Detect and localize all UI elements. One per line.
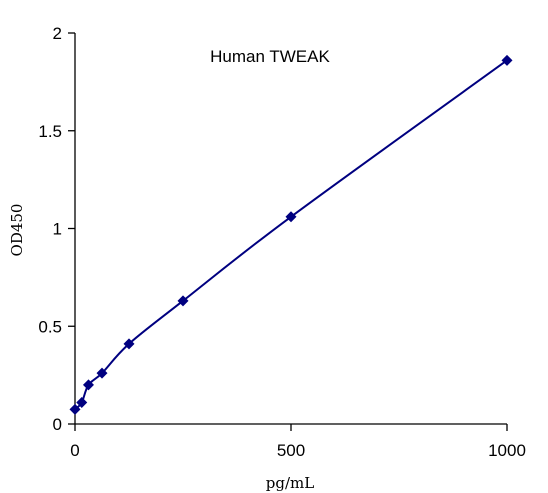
- y-tick-label: 0.5: [38, 317, 62, 336]
- y-tick-label: 1: [53, 220, 62, 239]
- series-layer: [69, 54, 513, 415]
- series-line: [74, 59, 508, 411]
- x-axis-title: pg/mL: [266, 474, 314, 492]
- data-point: [285, 211, 297, 223]
- data-point: [69, 403, 81, 415]
- y-tick-label: 2: [53, 24, 62, 43]
- ticks: 0 0.5 1 1.5 2 0 500 1000: [38, 24, 526, 460]
- data-point: [177, 295, 189, 307]
- data-point: [82, 379, 94, 391]
- data-point: [96, 367, 108, 379]
- x-tick-label: 1000: [488, 441, 526, 460]
- y-axis-title: OD450: [8, 204, 26, 257]
- y-tick-label: 1.5: [38, 122, 62, 141]
- data-point: [501, 54, 513, 66]
- x-tick-label: 0: [70, 441, 79, 460]
- data-point: [123, 338, 135, 350]
- data-point: [76, 396, 88, 408]
- x-tick-label: 500: [277, 441, 305, 460]
- y-tick-label: 0: [53, 415, 62, 434]
- axes: [74, 33, 507, 425]
- chart-title: Human TWEAK: [210, 47, 330, 66]
